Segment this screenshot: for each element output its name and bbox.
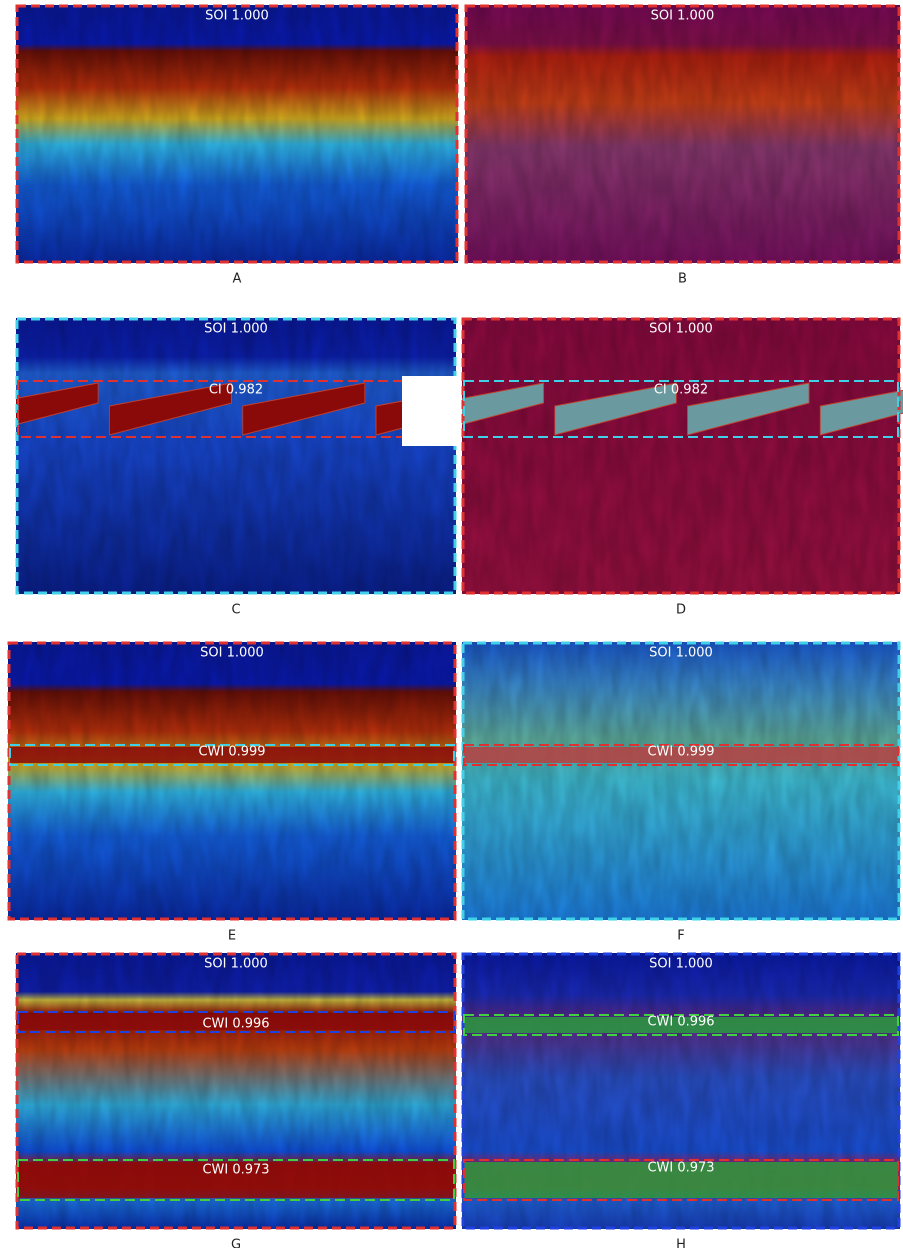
panel: SOI 1.000 CWI 0.996 CWI 0.973 H [462,953,900,1248]
detection-label: CWI 0.973 [202,1163,269,1178]
texture [16,318,456,594]
mask [402,376,462,446]
panel-label: C [231,603,240,618]
detection-label: CWI 0.996 [647,1015,714,1030]
detection-label: SOI 1.000 [649,646,713,661]
panel-label: E [228,929,236,944]
panel-label: G [231,1238,241,1249]
panel: SOI 1.000 CWI 0.999 E [8,642,456,944]
detection-label: CWI 0.973 [647,1161,714,1176]
detection-label: CI 0.982 [209,383,263,398]
panel-label: A [233,272,242,287]
panel-label: H [676,1238,686,1249]
texture [8,642,456,920]
detection-label: SOI 1.000 [205,9,269,24]
panel: SOI 1.000 B [465,5,900,287]
detection-label: SOI 1.000 [204,957,268,972]
detection-label: SOI 1.000 [649,957,713,972]
detection-label: CI 0.982 [654,383,708,398]
texture [462,318,900,594]
mask [0,376,16,446]
detection-label: CWI 0.999 [647,745,714,760]
detection-label: CWI 0.996 [202,1017,269,1032]
panel-label: D [676,603,686,618]
panel: SOI 1.000 CI 0.982 D [402,318,903,618]
panel-label: F [677,929,684,944]
texture [16,5,458,263]
detection-label: SOI 1.000 [651,9,715,24]
detection-label: SOI 1.000 [200,646,264,661]
panel: SOI 1.000 A [16,5,458,287]
panel-label: B [678,272,687,287]
detection-label: CWI 0.999 [198,745,265,760]
panel: SOI 1.000 CWI 0.999 F [462,642,900,944]
panel: SOI 1.000 CI 0.982 C [0,318,498,618]
figure: SOI 1.000ASOI 1.000BSOI 1.000CI 0.982CSO… [0,0,903,1248]
texture [462,642,900,920]
texture [465,5,900,263]
panel: SOI 1.000 CWI 0.996 CWI 0.973 G [16,953,456,1248]
detection-label: SOI 1.000 [649,322,713,337]
detection-label: SOI 1.000 [204,322,268,337]
